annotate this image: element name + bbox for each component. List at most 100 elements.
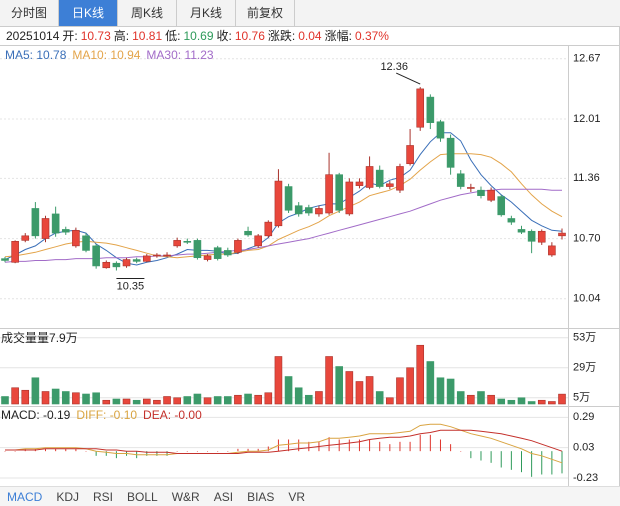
volume-bar	[345, 371, 354, 405]
candle-body	[72, 230, 80, 247]
volume-bar	[548, 401, 556, 405]
volume-subtitle: 量7.9万	[37, 331, 78, 345]
candle-body	[122, 259, 131, 267]
indicator-tab[interactable]: MACD	[7, 490, 43, 504]
candle-body	[142, 255, 151, 262]
volume-bar	[365, 376, 374, 405]
candle-body	[92, 245, 100, 267]
volume-bar	[203, 397, 212, 405]
candle-body	[325, 174, 333, 214]
dea-line	[5, 429, 563, 454]
diff-line	[5, 423, 563, 464]
candle-body	[294, 205, 303, 215]
period-tabs: 分时图 日K线 周K线 月K线 前复权	[0, 0, 620, 27]
period-tab[interactable]: 周K线	[118, 0, 177, 26]
candle-body	[548, 245, 556, 256]
volume-bar	[92, 392, 100, 405]
candle-body	[416, 88, 425, 128]
volume-bar	[153, 399, 161, 405]
volume-bar	[355, 381, 364, 405]
candle-body	[335, 174, 344, 211]
candle-body	[365, 166, 374, 188]
quote-label: 收:	[216, 29, 232, 43]
volume-bar	[517, 397, 526, 405]
volume-bar	[477, 391, 485, 405]
candle-body	[82, 235, 90, 251]
indicator-tab[interactable]: BOLL	[127, 490, 158, 504]
volume-bar	[193, 393, 202, 405]
candle-body	[102, 261, 111, 269]
candle-body	[234, 240, 242, 253]
volume-bar	[386, 397, 394, 405]
candle-body	[1, 258, 9, 261]
volume-bar	[21, 389, 30, 405]
period-tab[interactable]: 分时图	[0, 0, 59, 26]
period-tab[interactable]: 日K线	[59, 0, 118, 26]
indicator-tab[interactable]: ASI	[213, 490, 234, 504]
volume-bar	[163, 396, 171, 405]
candle-body	[446, 137, 455, 168]
volume-bar	[173, 397, 181, 405]
candle-body	[467, 187, 475, 189]
quote-value: 10.69	[183, 29, 214, 43]
period-tab[interactable]: 月K线	[177, 0, 236, 26]
candle-body	[153, 254, 161, 257]
candle-body	[487, 189, 495, 201]
candle-body	[517, 229, 526, 233]
candle-body	[284, 186, 293, 211]
volume-bar	[426, 361, 435, 405]
volume-bar	[507, 399, 516, 405]
indicator-tab[interactable]: KDJ	[56, 490, 80, 504]
candle-body	[426, 96, 435, 123]
candle-body	[31, 208, 40, 237]
volume-bar	[284, 376, 293, 405]
quote-value: 10.81	[132, 29, 163, 43]
volume-bar	[558, 393, 566, 405]
candle-body	[173, 240, 181, 247]
candle-body	[264, 221, 273, 237]
volume-bar	[497, 398, 506, 405]
quote-value: 0.04	[298, 29, 322, 43]
macd-legend-item: MACD: -0.19	[1, 408, 71, 422]
candle-body	[497, 196, 506, 216]
period-tab[interactable]: 前复权	[236, 0, 295, 26]
candle-body	[527, 230, 536, 242]
volume-bar	[315, 391, 323, 405]
candle-body	[61, 229, 70, 233]
candle-body	[406, 145, 414, 165]
volume-bar	[325, 356, 333, 405]
indicator-tab[interactable]: VR	[288, 490, 306, 504]
volume-legend: 成交量 量7.9万	[1, 329, 78, 346]
volume-bar	[72, 392, 80, 405]
indicator-tab[interactable]: BIAS	[247, 490, 275, 504]
candle-body	[456, 173, 465, 187]
quote-label: 低:	[165, 29, 181, 43]
volume-bar	[11, 387, 19, 405]
volume-bar	[132, 399, 141, 405]
volume-bar	[102, 399, 111, 405]
volume-bar	[467, 394, 475, 405]
y-tick-label: 10.04	[573, 293, 601, 305]
y-tick-label: 0.29	[573, 411, 594, 423]
candle-body	[274, 180, 283, 227]
volume-bar	[112, 398, 121, 405]
volume-bar	[264, 392, 273, 405]
candle-body	[345, 181, 354, 215]
y-tick-label: 11.36	[573, 172, 600, 184]
candle-body	[244, 230, 252, 236]
candle-body	[41, 218, 50, 239]
indicator-tab[interactable]: RSI	[93, 490, 114, 504]
volume-bar	[406, 367, 414, 405]
candle-body	[386, 183, 394, 187]
quote-label: 涨跌:	[267, 29, 296, 43]
y-tick-label: 29万	[573, 362, 596, 374]
candle-body	[132, 259, 141, 262]
volume-bar	[234, 394, 242, 405]
indicator-tab[interactable]: W&R	[171, 490, 200, 504]
macd-legend-item: DEA: -0.00	[143, 408, 202, 422]
ma-line	[4, 132, 563, 266]
volume-title: 成交量	[1, 331, 38, 345]
ma-line	[4, 153, 563, 259]
volume-bar	[213, 396, 222, 405]
quote-value: 0.37%	[354, 29, 389, 43]
